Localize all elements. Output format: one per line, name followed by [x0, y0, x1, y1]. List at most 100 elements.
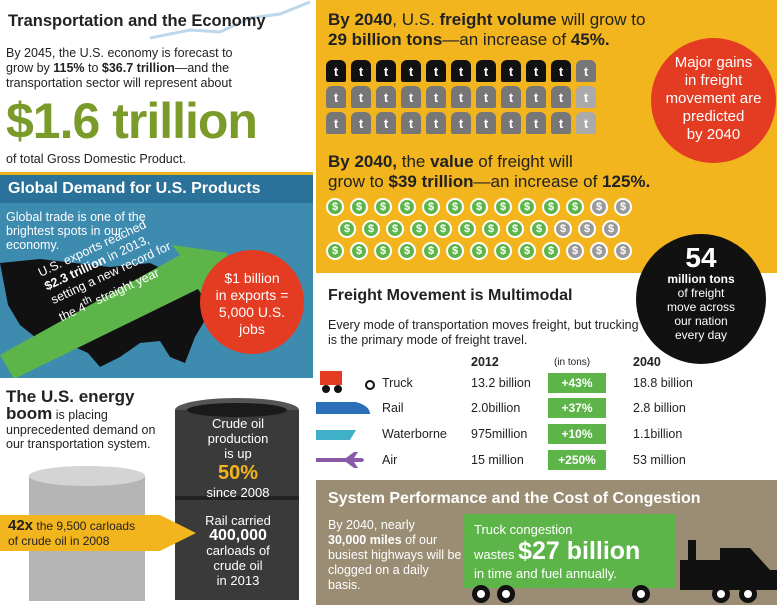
coin-icon: $ [326, 242, 344, 260]
value-2012: 13.2 billion [471, 376, 531, 390]
weight-icon: t [376, 60, 396, 82]
coin-icon: $ [590, 242, 608, 260]
weight-icon: t [526, 86, 546, 108]
weight-icon: t [451, 86, 471, 108]
weight-icon: t [476, 86, 496, 108]
weight-icon: t [351, 60, 371, 82]
us-map-icon [0, 245, 228, 378]
coin-icon: $ [434, 220, 452, 238]
weight-icon: t [501, 60, 521, 82]
rail-carried-text: Rail carried 400,000 carloads of crude o… [205, 513, 271, 588]
coin-icon: $ [386, 220, 404, 238]
header-2040: 2040 [633, 355, 661, 369]
weight-icon: t [551, 86, 571, 108]
coin-icon: $ [458, 220, 476, 238]
section-divider [0, 172, 313, 175]
mode-label: Rail [382, 401, 404, 415]
mode-label: Truck [382, 376, 413, 390]
ship-icon [316, 430, 356, 440]
weight-icon: t [476, 112, 496, 134]
weight-icon: t [376, 112, 396, 134]
coin-icon: $ [410, 220, 428, 238]
coin-icon: $ [578, 220, 596, 238]
energy-title: The U.S. energy boom is placing [6, 387, 135, 423]
coin-icon: $ [362, 220, 380, 238]
coin-icon: $ [494, 198, 512, 216]
weight-icon: t [576, 60, 596, 82]
congestion-desc: By 2040, nearly 30,000 miles of our busi… [328, 518, 462, 592]
table-row: Rail 2.0billion +37% 2.8 billion [316, 398, 777, 420]
truck-congestion-box: Truck congestion wastes $27 billion in t… [464, 514, 676, 588]
value-2012: 15 million [471, 453, 524, 467]
coin-icon: $ [350, 242, 368, 260]
weight-icon: t [526, 112, 546, 134]
coin-icon: $ [482, 220, 500, 238]
value-2040: 1.1billion [633, 427, 683, 441]
global-demand-panel: Global Demand for U.S. Products Global t… [0, 175, 313, 378]
coin-icon: $ [554, 220, 572, 238]
coin-icon: $ [530, 220, 548, 238]
oil-barrel-icon [175, 398, 299, 600]
weight-icon: t [351, 112, 371, 134]
plane-icon [316, 452, 364, 468]
major-gains-circle: Major gains in freight movement are pred… [651, 38, 776, 163]
value-2012: 975million [471, 427, 528, 441]
value-2040: 18.8 billion [633, 376, 693, 390]
energy-panel: The U.S. energy boom is placing unpreced… [0, 378, 313, 605]
header-unit: (in tons) [554, 357, 591, 368]
growth-badge: +250% [548, 450, 606, 470]
coin-icon: $ [566, 198, 584, 216]
coin-icon: $ [398, 198, 416, 216]
coin-icon: $ [398, 242, 416, 260]
mode-label: Waterborne [382, 427, 447, 441]
weight-icon: t [476, 60, 496, 82]
weight-icon: t [426, 112, 446, 134]
column-divider [313, 0, 316, 605]
value-2012: 2.0billion [471, 401, 521, 415]
table-row: Waterborne 975million +10% 1.1billion [316, 424, 777, 446]
weight-icon: t [401, 112, 421, 134]
multimodal-panel: Freight Movement is Multimodal Every mod… [316, 273, 777, 480]
coin-icon: $ [446, 242, 464, 260]
congestion-title: System Performance and the Cost of Conge… [328, 490, 701, 507]
gdp-caption: of total Gross Domestic Product. [6, 152, 186, 166]
weight-icon: t [351, 86, 371, 108]
coin-icon: $ [494, 242, 512, 260]
global-demand-text: Global trade is one of the brightest spo… [6, 210, 146, 252]
coin-icon: $ [350, 198, 368, 216]
table-row: Air 15 million +250% 53 million [316, 450, 777, 472]
coin-icon: $ [326, 198, 344, 216]
value-2040: 2.8 billion [633, 401, 686, 415]
header-2012: 2012 [471, 355, 499, 369]
coin-icon: $ [566, 242, 584, 260]
coin-icon: $ [374, 198, 392, 216]
energy-text: unprecedented demand on our transportati… [6, 423, 156, 451]
global-demand-title: Global Demand for U.S. Products [8, 180, 261, 197]
economy-title: Transportation and the Economy [8, 12, 266, 30]
economy-panel: Transportation and the Economy By 2045, … [0, 0, 313, 172]
weight-icon: t [326, 112, 346, 134]
coin-icon: $ [614, 242, 632, 260]
coin-icon: $ [518, 242, 536, 260]
coin-icon: $ [518, 198, 536, 216]
gdp-amount: $1.6 trillion [6, 93, 258, 149]
tons-number: 54 [685, 242, 717, 273]
coin-icon: $ [506, 220, 524, 238]
train-icon [316, 402, 370, 414]
coin-icon: $ [614, 198, 632, 216]
coin-icon: $ [338, 220, 356, 238]
growth-badge: +43% [548, 373, 606, 393]
multimodal-desc: Every mode of transportation moves freig… [328, 318, 639, 347]
coin-icon: $ [374, 242, 392, 260]
weight-icon: t [426, 60, 446, 82]
truck-icon [320, 371, 375, 393]
weight-icon: t [401, 86, 421, 108]
weight-icon: t [576, 112, 596, 134]
carloads-text: 42x the 9,500 carloads of crude oil in 2… [8, 517, 136, 548]
freight-value-text: By 2040, the value of freight will grow … [328, 152, 651, 191]
weight-icon: t [526, 60, 546, 82]
congestion-panel: System Performance and the Cost of Conge… [316, 480, 777, 605]
multimodal-title: Freight Movement is Multimodal [328, 287, 573, 304]
coin-icon: $ [422, 198, 440, 216]
coin-icon: $ [542, 198, 560, 216]
